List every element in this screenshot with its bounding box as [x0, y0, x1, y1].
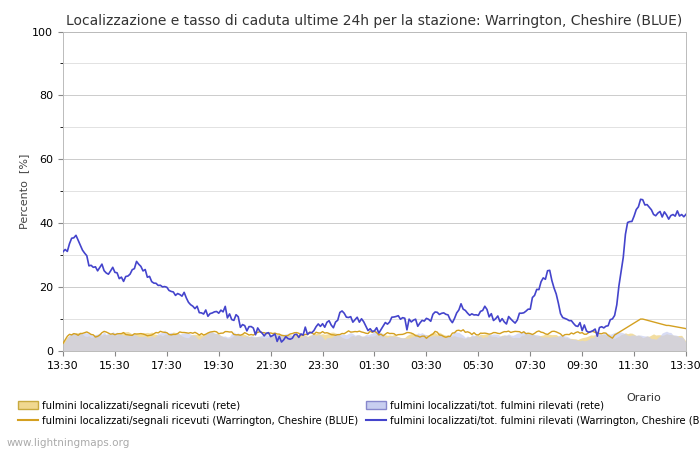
Title: Localizzazione e tasso di caduta ultime 24h per la stazione: Warrington, Cheshir: Localizzazione e tasso di caduta ultime … — [66, 14, 682, 27]
Text: Orario: Orario — [626, 393, 662, 403]
Legend: fulmini localizzati/segnali ricevuti (rete), fulmini localizzati/segnali ricevut: fulmini localizzati/segnali ricevuti (re… — [18, 401, 700, 426]
Text: www.lightningmaps.org: www.lightningmaps.org — [7, 438, 130, 448]
Y-axis label: Percento  [%]: Percento [%] — [20, 153, 29, 229]
